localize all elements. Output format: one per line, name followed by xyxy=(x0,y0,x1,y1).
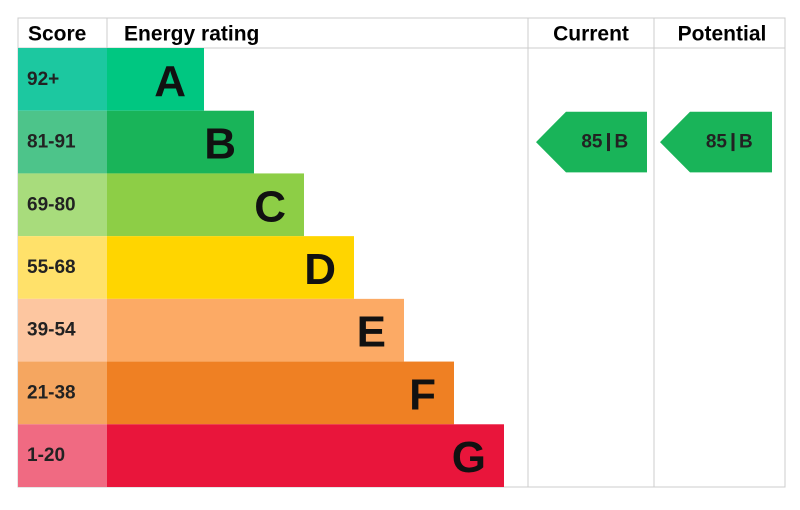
rating-letter: B xyxy=(204,120,236,169)
badge-rating: B xyxy=(739,132,753,153)
current-badge: 85 B xyxy=(536,111,647,173)
rating-letter: C xyxy=(254,182,286,231)
score-label: 55-68 xyxy=(27,257,76,278)
score-cell xyxy=(18,110,107,174)
rating-bar xyxy=(107,361,454,425)
badge-separator xyxy=(607,133,610,152)
score-label: 69-80 xyxy=(27,194,76,215)
badge-arrow xyxy=(536,111,647,173)
score-label: 92+ xyxy=(27,69,59,90)
score-label: 21-38 xyxy=(27,382,76,403)
rating-letter: A xyxy=(154,57,186,106)
header-score: Score xyxy=(28,23,86,46)
header-potential: Potential xyxy=(678,23,767,46)
score-label: 1-20 xyxy=(27,445,65,466)
badge-score: 85 xyxy=(581,132,603,153)
rating-bar xyxy=(107,173,304,237)
score-cell xyxy=(18,361,107,425)
rating-letter: G xyxy=(452,433,486,482)
header-current: Current xyxy=(553,23,629,46)
rating-letter: E xyxy=(357,308,386,357)
rating-letter: F xyxy=(409,370,436,419)
badge-rating: B xyxy=(615,132,629,153)
badge-arrow xyxy=(660,111,772,173)
rating-bar xyxy=(107,236,354,299)
score-cell xyxy=(18,173,107,237)
score-label: 81-91 xyxy=(27,132,76,153)
rating-bar xyxy=(107,110,254,174)
badge-separator xyxy=(731,133,735,152)
rating-bar xyxy=(107,298,404,362)
score-cell xyxy=(18,424,107,487)
rating-letter: D xyxy=(304,245,336,294)
rating-bar xyxy=(107,424,504,487)
rating-bar xyxy=(107,48,204,111)
score-cell xyxy=(18,298,107,362)
score-cell xyxy=(18,236,107,299)
header-rating: Energy rating xyxy=(124,23,259,46)
potential-badge: 85 B xyxy=(660,111,772,173)
badge-score: 85 xyxy=(706,132,728,153)
score-cell xyxy=(18,48,107,111)
score-label: 39-54 xyxy=(27,320,76,341)
